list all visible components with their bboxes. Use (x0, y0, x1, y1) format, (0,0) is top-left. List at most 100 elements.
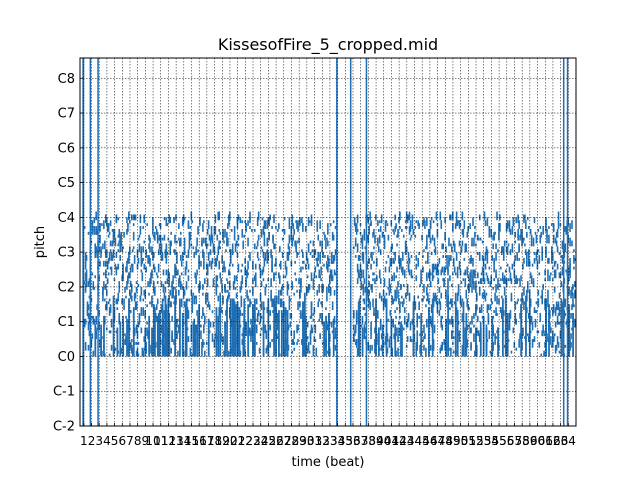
note-block (92, 281, 95, 290)
note-block (271, 226, 273, 229)
note-block (432, 339, 435, 342)
note-block (476, 344, 478, 348)
note-block (447, 278, 449, 287)
bass-note-stack (465, 312, 468, 357)
note-block (505, 278, 508, 287)
note-block (517, 298, 519, 302)
note-block (534, 231, 537, 235)
note-block (546, 228, 548, 238)
note-block (317, 234, 320, 241)
note-block (118, 228, 121, 238)
note-block (164, 252, 167, 258)
note-block (285, 266, 288, 276)
note-block (399, 327, 401, 337)
note-block (310, 310, 313, 319)
note-block (209, 249, 212, 256)
note-block (409, 228, 412, 232)
note-block (258, 321, 261, 325)
note-block (415, 275, 418, 282)
note-block (460, 281, 463, 285)
note-block (564, 243, 567, 253)
note-block (327, 240, 329, 247)
note-block (508, 228, 511, 232)
note-block (88, 330, 91, 337)
note-block (494, 231, 496, 235)
note-block (493, 231, 495, 241)
note-block (245, 327, 247, 337)
note-block (204, 315, 206, 319)
note-block (124, 286, 126, 293)
note-block (129, 220, 131, 224)
note-block (352, 333, 355, 342)
bass-note-stack (253, 298, 256, 357)
note-block (141, 347, 144, 357)
note-block (155, 315, 158, 322)
note-block (214, 226, 217, 235)
note-block (547, 269, 549, 279)
x-tick-label: 23 (245, 434, 260, 448)
note-block (319, 220, 321, 229)
note-block (137, 237, 140, 241)
note-block (183, 217, 186, 221)
note-block (332, 234, 335, 241)
note-block (111, 255, 114, 261)
note-block (511, 263, 514, 270)
note-block (187, 310, 190, 319)
bass-note-stack (479, 327, 482, 357)
note-block (149, 237, 151, 244)
note-block (330, 255, 333, 264)
note-block (551, 310, 554, 316)
note-block (174, 269, 176, 279)
note-block (162, 284, 165, 293)
note-block (422, 339, 424, 342)
note-block (263, 307, 266, 311)
note-block (437, 269, 440, 276)
note-block (554, 260, 557, 264)
note-block (93, 286, 96, 290)
note-block (480, 304, 483, 313)
note-block (302, 223, 304, 232)
note-block (160, 255, 163, 258)
note-block (308, 220, 311, 224)
note-block (183, 304, 186, 308)
note-block (299, 289, 301, 299)
note-block (188, 298, 191, 302)
note-block (488, 226, 491, 232)
note-block (427, 292, 429, 302)
note-block (469, 278, 471, 287)
note-block (413, 324, 416, 331)
note-block (102, 289, 104, 299)
note-block (569, 269, 571, 279)
note-block (408, 257, 411, 264)
note-block (198, 284, 200, 293)
note-block (510, 298, 513, 302)
note-block (329, 292, 332, 296)
y-tick-label: C-2 (53, 420, 75, 435)
note-block (94, 252, 97, 258)
note-block (388, 289, 391, 296)
note-block (571, 286, 573, 296)
note-block (376, 257, 378, 267)
note-block (272, 298, 274, 308)
note-block (449, 307, 451, 311)
note-block (574, 318, 576, 328)
bass-note-stack (491, 318, 494, 357)
note-block (530, 315, 533, 322)
x-tick-label: 51 (461, 434, 476, 448)
note-block (218, 260, 221, 270)
note-block (140, 286, 143, 296)
note-block (526, 217, 529, 221)
note-block (450, 243, 452, 247)
note-block (87, 312, 90, 319)
note-block (422, 266, 424, 273)
note-block (572, 298, 574, 308)
bass-note-stack (94, 324, 97, 357)
note-block (385, 292, 388, 296)
note-block (538, 257, 541, 264)
note-block (122, 275, 124, 279)
note-block (149, 278, 151, 282)
x-tick-label: 56 (499, 434, 514, 448)
note-block (288, 304, 291, 311)
note-block (164, 281, 167, 285)
note-block (240, 269, 243, 273)
